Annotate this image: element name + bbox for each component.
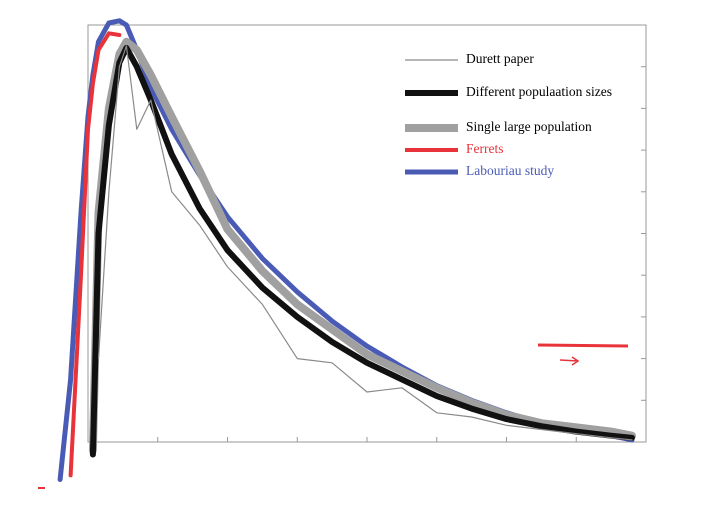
series-line bbox=[68, 31, 122, 478]
legend-label: Ferrets bbox=[466, 141, 504, 156]
legend-label: Different populaation sizes bbox=[466, 84, 612, 99]
legend-label: Single large population bbox=[466, 119, 592, 134]
series-line bbox=[89, 44, 635, 458]
annotation-scribble bbox=[537, 343, 629, 348]
annotation-arrow bbox=[559, 356, 580, 366]
legend-label: Durett paper bbox=[466, 51, 534, 66]
legend-label: Labouriau study bbox=[466, 163, 554, 178]
series-line bbox=[97, 45, 633, 441]
series-line bbox=[88, 37, 636, 455]
